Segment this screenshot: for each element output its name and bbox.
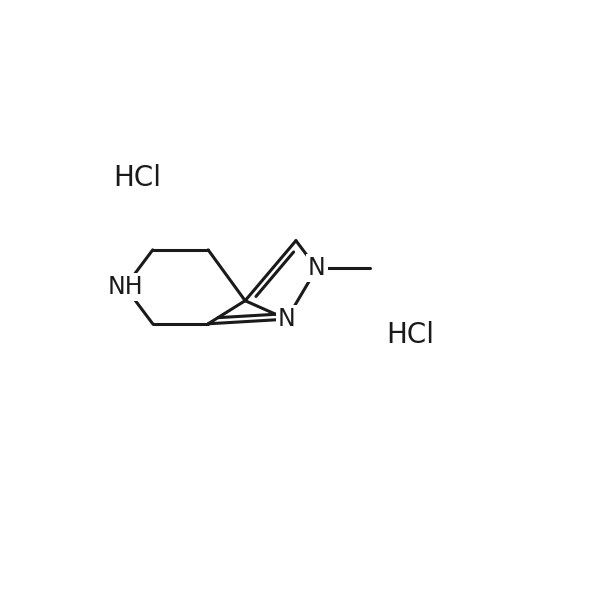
Text: HCl: HCl bbox=[113, 164, 161, 192]
Text: NH: NH bbox=[107, 275, 143, 299]
Text: N: N bbox=[278, 307, 296, 331]
Text: N: N bbox=[308, 256, 326, 280]
Text: HCl: HCl bbox=[386, 322, 434, 349]
